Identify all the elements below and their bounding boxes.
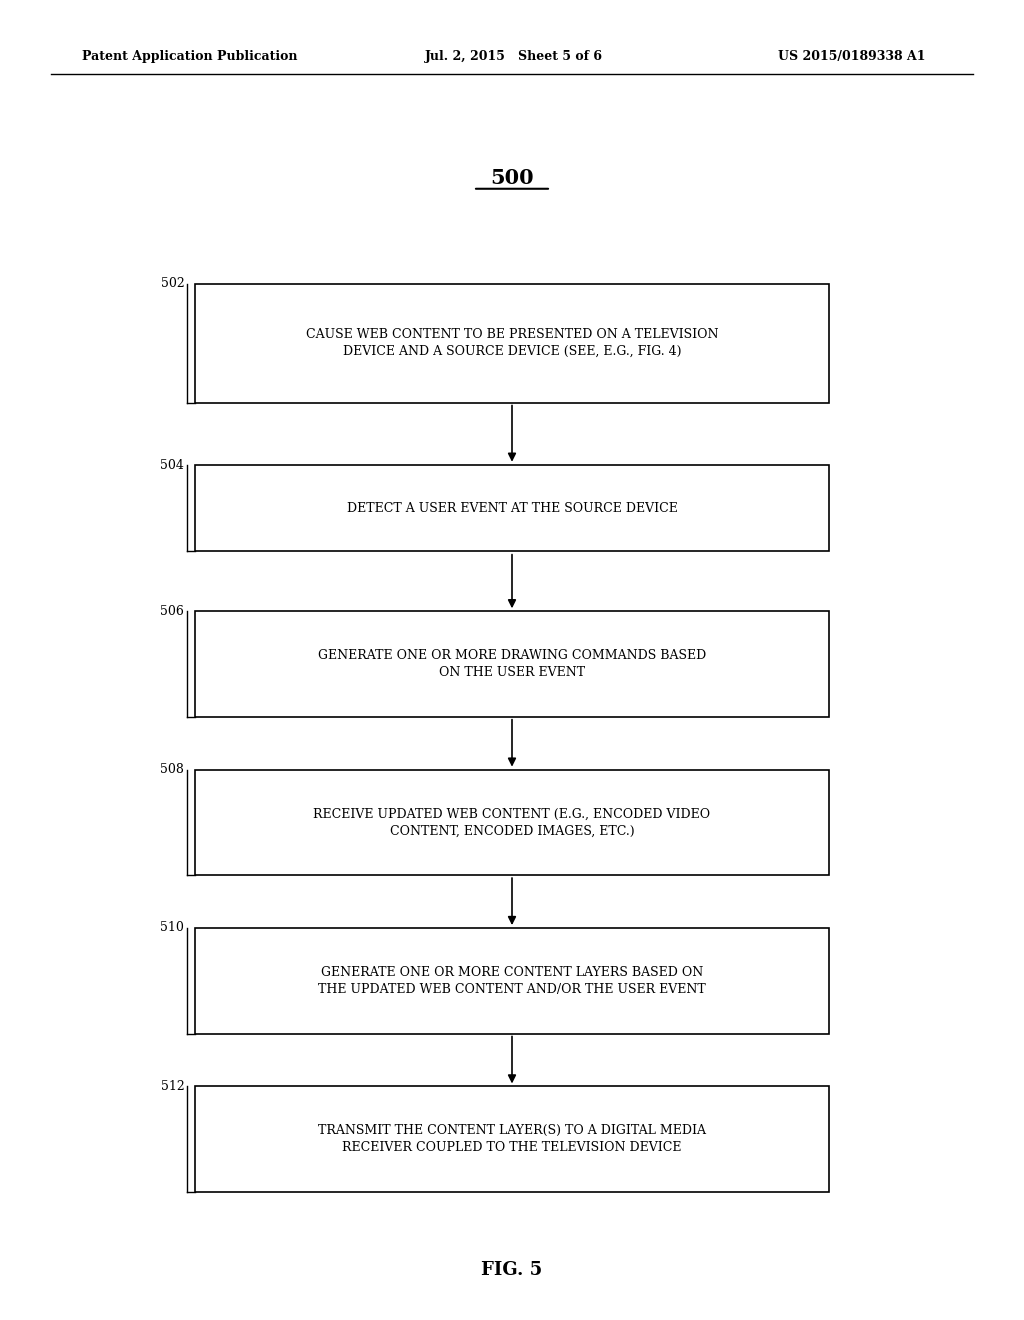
Text: GENERATE ONE OR MORE CONTENT LAYERS BASED ON
THE UPDATED WEB CONTENT AND/OR THE : GENERATE ONE OR MORE CONTENT LAYERS BASE… (318, 966, 706, 995)
Text: 502: 502 (161, 277, 184, 290)
Text: TRANSMIT THE CONTENT LAYER(S) TO A DIGITAL MEDIA
RECEIVER COUPLED TO THE TELEVIS: TRANSMIT THE CONTENT LAYER(S) TO A DIGIT… (318, 1125, 706, 1154)
Text: Jul. 2, 2015   Sheet 5 of 6: Jul. 2, 2015 Sheet 5 of 6 (425, 50, 603, 63)
Text: CAUSE WEB CONTENT TO BE PRESENTED ON A TELEVISION
DEVICE AND A SOURCE DEVICE (SE: CAUSE WEB CONTENT TO BE PRESENTED ON A T… (306, 329, 718, 358)
Text: 500: 500 (490, 168, 534, 189)
FancyBboxPatch shape (195, 284, 829, 403)
Text: 508: 508 (161, 763, 184, 776)
Text: GENERATE ONE OR MORE DRAWING COMMANDS BASED
ON THE USER EVENT: GENERATE ONE OR MORE DRAWING COMMANDS BA… (317, 649, 707, 678)
Text: Patent Application Publication: Patent Application Publication (82, 50, 297, 63)
Text: FIG. 5: FIG. 5 (481, 1261, 543, 1279)
Text: US 2015/0189338 A1: US 2015/0189338 A1 (778, 50, 926, 63)
FancyBboxPatch shape (195, 1086, 829, 1192)
Text: DETECT A USER EVENT AT THE SOURCE DEVICE: DETECT A USER EVENT AT THE SOURCE DEVICE (346, 502, 678, 515)
FancyBboxPatch shape (195, 928, 829, 1034)
FancyBboxPatch shape (195, 611, 829, 717)
FancyBboxPatch shape (195, 770, 829, 875)
Text: 510: 510 (161, 921, 184, 935)
Text: 512: 512 (161, 1080, 184, 1093)
Text: RECEIVE UPDATED WEB CONTENT (E.G., ENCODED VIDEO
CONTENT, ENCODED IMAGES, ETC.): RECEIVE UPDATED WEB CONTENT (E.G., ENCOD… (313, 808, 711, 837)
Text: 506: 506 (161, 605, 184, 618)
FancyBboxPatch shape (195, 466, 829, 552)
Text: 504: 504 (161, 459, 184, 471)
